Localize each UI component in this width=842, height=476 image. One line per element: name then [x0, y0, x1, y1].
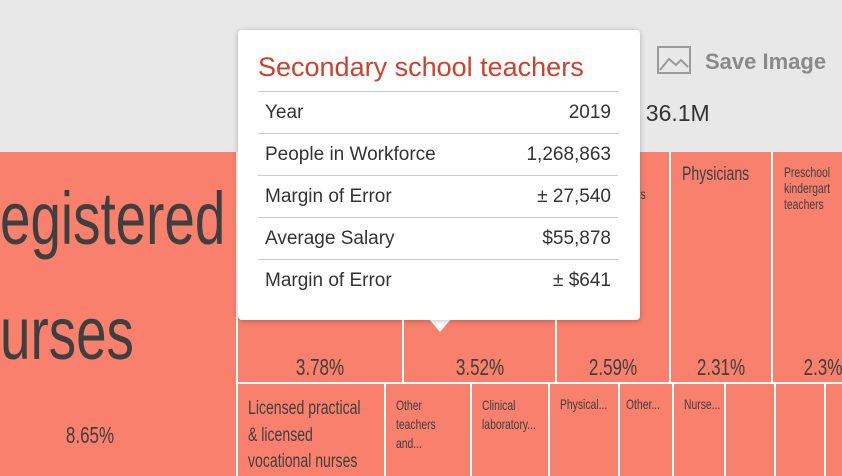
row-key: Margin of Error: [265, 186, 392, 207]
cell-share: 2.31%: [696, 354, 746, 380]
cell-label: Other...: [626, 396, 660, 412]
cell-label-line: egistered: [0, 177, 226, 260]
treemap-cell[interactable]: egistered urses 8.65%: [0, 152, 236, 476]
treemap-cell[interactable]: Licensed practical & licensed vocational n…: [238, 384, 384, 476]
cell-label-line: Clinical: [482, 397, 516, 413]
cell-label: Other teachers and...: [396, 396, 436, 453]
cell-label-line: laboratory...: [482, 415, 536, 432]
image-icon[interactable]: [657, 46, 691, 74]
tooltip-title: Secondary school teachers: [258, 52, 584, 82]
cell-label-line: Preschool: [784, 164, 831, 180]
cell-label: Physical...: [560, 396, 608, 412]
cell-label-line: teachers: [784, 196, 824, 213]
cell-label: Physicians: [682, 164, 750, 185]
cell-share: 8.65%: [65, 422, 115, 448]
treemap-cell[interactable]: Clinical laboratory...: [472, 384, 548, 476]
icon-frame: [657, 46, 691, 74]
cell-label-line: and...: [396, 434, 422, 451]
tooltip-row: Average Salary $55,878: [258, 217, 618, 259]
row-value: 2019: [568, 102, 611, 123]
cell-label-line: & licensed: [248, 424, 313, 446]
treemap-cell[interactable]: [826, 384, 842, 476]
row-value: ± 27,540: [537, 186, 611, 207]
treemap-cell[interactable]: Physicians 2.31%: [671, 152, 771, 382]
cell-label-line: vocational nurses: [248, 451, 358, 473]
tooltip-row: Year 2019: [258, 91, 618, 133]
cell-label: egistered urses: [0, 162, 225, 391]
treemap-cell[interactable]: Other...: [620, 384, 672, 476]
treemap-cell[interactable]: Physical...: [550, 384, 618, 476]
cell-label: Preschool kindergart teachers: [784, 164, 830, 212]
row-value: $55,878: [542, 228, 611, 249]
save-image-button[interactable]: Save Image: [705, 49, 827, 74]
cell-label-line: Licensed practical: [248, 398, 361, 419]
row-value: ± $641: [553, 270, 611, 291]
treemap-cell[interactable]: [726, 384, 774, 476]
icon-line: [659, 57, 689, 71]
cell-label: rs: [637, 186, 646, 202]
cell-label: Clinical laboratory...: [482, 396, 536, 434]
tooltip-arrow: [428, 318, 452, 332]
row-key: People in Workforce: [265, 144, 436, 165]
tooltip: Secondary school teachers Year 2019 People…: [238, 30, 640, 320]
tooltip-row: Margin of Error ± 27,540: [258, 175, 618, 217]
treemap-cell[interactable]: [776, 384, 824, 476]
row-key: Average Salary: [265, 228, 395, 249]
cell-label-line: kindergart: [784, 180, 831, 197]
cell-label-line: urses: [0, 291, 134, 375]
total-label: : 36.1M: [633, 100, 710, 126]
cell-share: 3.52%: [455, 354, 505, 380]
treemap-cell[interactable]: Preschool kindergart teachers 2.3%: [773, 152, 842, 382]
cell-label: Nurse...: [684, 396, 721, 412]
cell-label: Licensed practical & licensed vocational n…: [248, 396, 361, 476]
row-value: 1,268,863: [526, 144, 611, 165]
cell-share: 2.3%: [803, 354, 842, 380]
treemap-cell[interactable]: Nurse...: [674, 384, 724, 476]
tooltip-row: Margin of Error ± $641: [258, 259, 618, 301]
row-key: Year: [265, 102, 304, 123]
treemap-cell[interactable]: Other teachers and...: [386, 384, 470, 476]
cell-share: 3.78%: [295, 354, 345, 380]
cell-share: 2.59%: [588, 354, 638, 380]
cell-label-line: Other: [396, 397, 422, 413]
tooltip-row: People in Workforce 1,268,863: [258, 133, 618, 175]
row-key: Margin of Error: [265, 270, 392, 291]
cell-label-line: teachers: [396, 415, 436, 432]
